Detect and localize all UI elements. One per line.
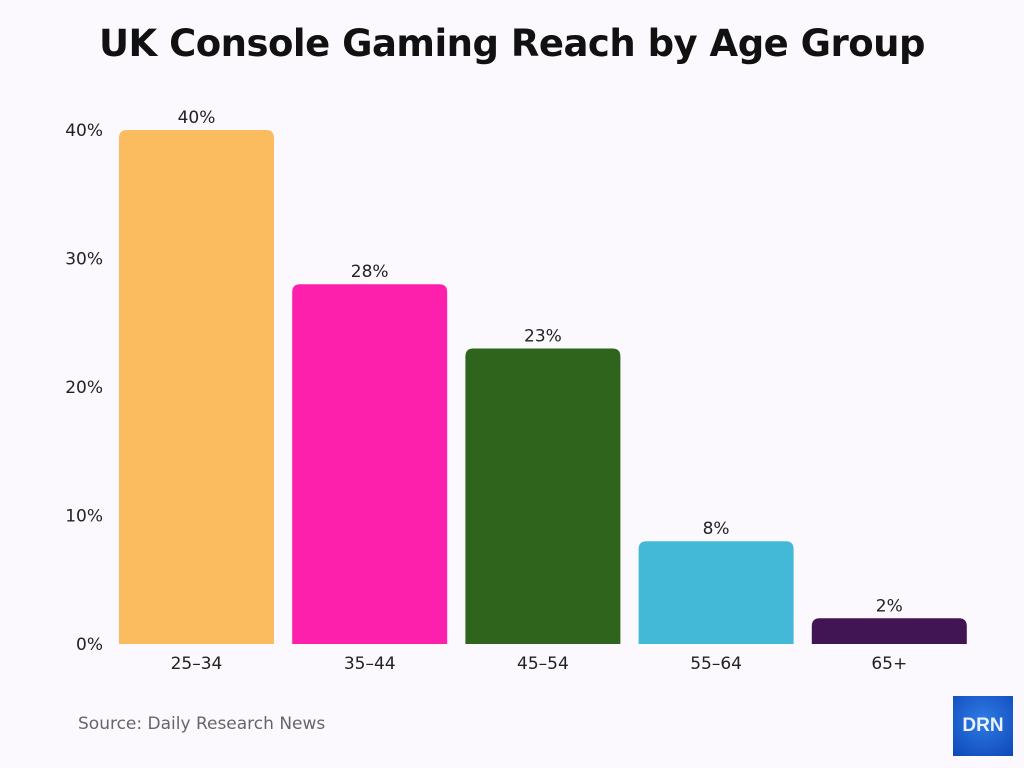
data-label: 8% [703, 519, 730, 539]
x-tick-label: 55–64 [690, 654, 742, 674]
bar-45–54 [465, 348, 621, 644]
y-tick-label: 30% [65, 250, 103, 270]
data-label: 28% [351, 262, 389, 282]
bar-25–34 [119, 130, 274, 644]
drn-logo: DRN [953, 696, 1013, 756]
y-tick-label: 0% [76, 635, 103, 655]
bar-55–64 [638, 541, 794, 644]
x-tick-label: 45–54 [517, 654, 569, 674]
x-tick-label: 35–44 [344, 654, 396, 674]
y-tick-label: 40% [65, 121, 103, 141]
y-tick-label: 10% [65, 507, 103, 527]
data-label: 23% [524, 326, 562, 346]
data-label: 40% [178, 108, 216, 128]
bar-chart: 0% 10% 20% 30% 40% 40% 25–34 28% 35–44 23% 45–54 8%… [65, 108, 967, 674]
logo-text: DRN [962, 715, 1004, 736]
x-tick-label: 65+ [871, 654, 907, 674]
chart-title: UK Console Gaming Reach by Age Group [98, 22, 926, 65]
y-tick-label: 20% [65, 378, 103, 398]
data-label: 2% [876, 596, 903, 616]
source-note: Source: Daily Research News [78, 714, 326, 734]
x-tick-label: 25–34 [171, 654, 223, 674]
bar-65+ [811, 618, 967, 644]
bar-35–44 [292, 284, 448, 644]
